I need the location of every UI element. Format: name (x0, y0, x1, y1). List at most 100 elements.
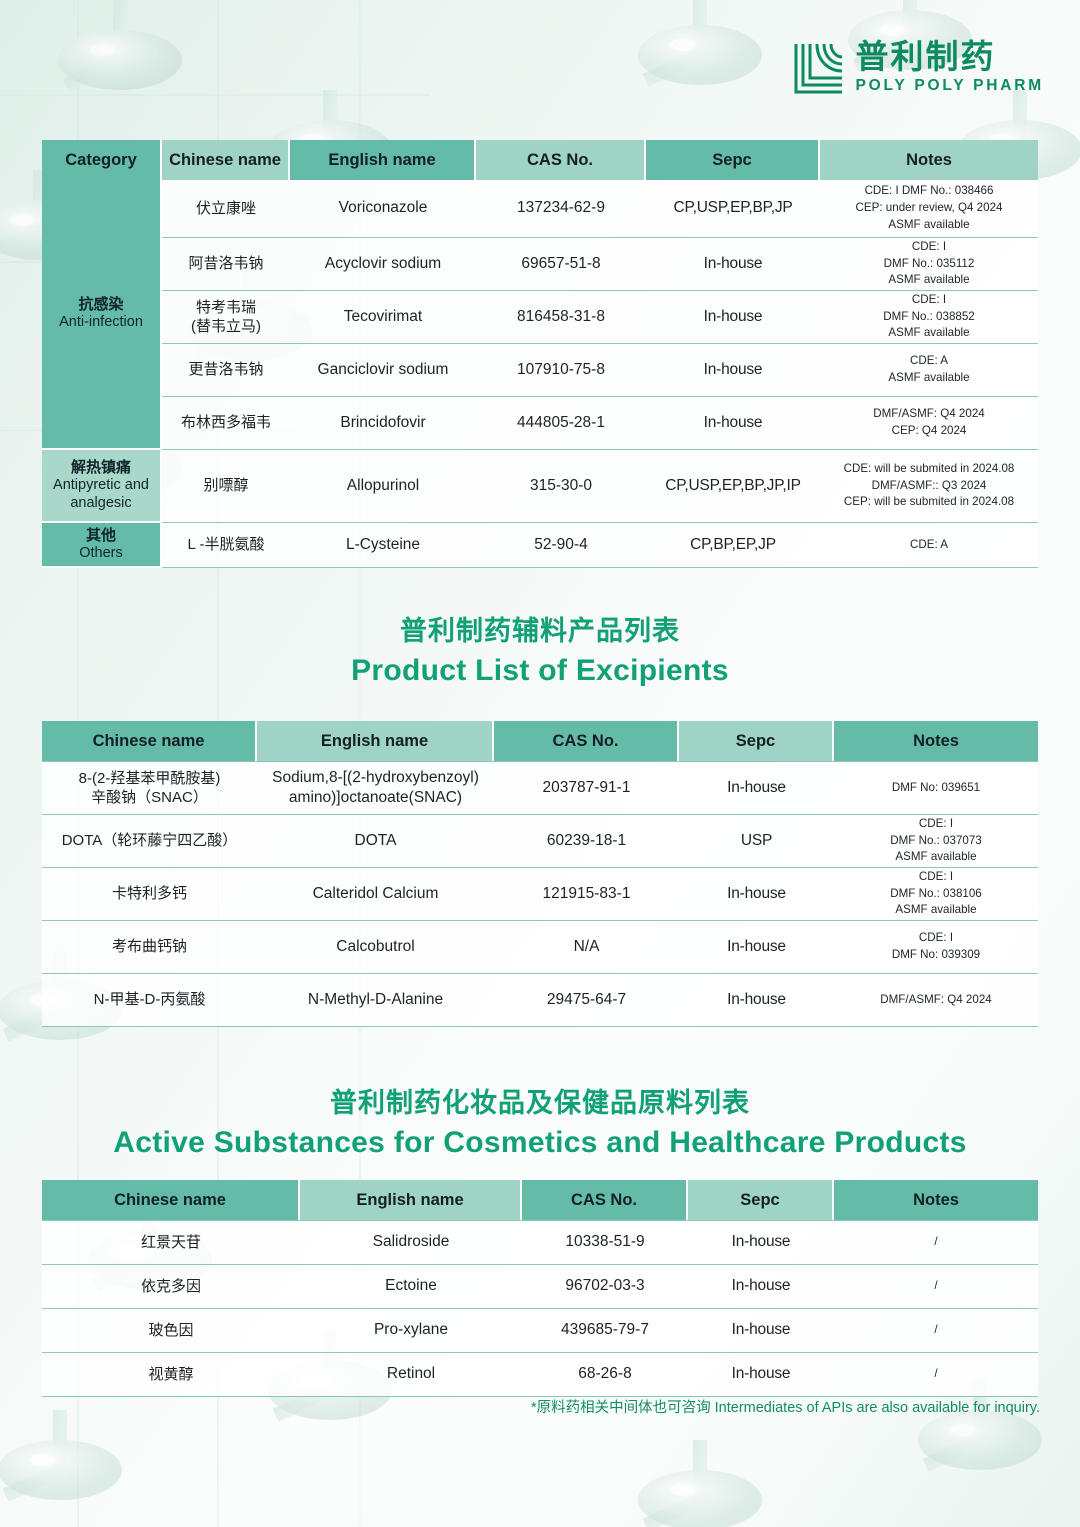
cell-notes: / (834, 1220, 1038, 1265)
cell-chinese-name: 伏立康唑 (162, 180, 290, 238)
cell-sepc: In-house (679, 761, 834, 815)
cell-english-name: Brincidofovir (290, 397, 476, 450)
cell-english-name: L-Cysteine (290, 523, 476, 568)
cosmetics-title-english: Active Substances for Cosmetics and Heal… (113, 1125, 967, 1159)
cell-cas-number: 52-90-4 (476, 523, 646, 568)
cell-english-name: Pro-xylane (300, 1309, 522, 1353)
column-header-notes: Notes (820, 140, 1038, 180)
cell-notes: / (834, 1265, 1038, 1309)
category-cell: 抗感染 Anti-infection (42, 180, 162, 450)
cosmetics-section-title: 普利制药化妆品及保健品原料列表 Active Substances for Co… (0, 1087, 1080, 1162)
cell-chinese-name: 红景天苷 (42, 1220, 300, 1265)
table-row: 抗感染 Anti-infection 伏立康唑 Voriconazole 137234-… (42, 180, 1038, 450)
cell-cas-number: 816458-31-8 (476, 291, 646, 344)
cell-cas-number: 203787-91-1 (494, 761, 679, 815)
cell-sepc: CP,USP,EP,BP,JP,IP (646, 450, 820, 523)
cell-english-name: DOTA (257, 815, 494, 868)
cell-chinese-name: 卡特利多钙 (42, 868, 257, 921)
cell-sepc: In-house (646, 344, 820, 397)
category-label-chinese: 抗感染 (78, 296, 124, 313)
excipients-section-title: 普利制药辅料产品列表 Product List of Excipients (0, 615, 1080, 690)
column-header-english-name: English name (257, 721, 494, 761)
cell-notes: CDE: will be submited in 2024.08 DMF/ASMF… (820, 450, 1038, 523)
cell-notes: DMF No: 039651 (834, 761, 1038, 815)
column-header-chinese-name: Chinese name (42, 1180, 300, 1220)
cell-notes: CDE: A ASMF available (820, 344, 1038, 397)
company-logo: 普利制药 POLY POLY PHARM (792, 40, 1044, 96)
cell-cas-number: 107910-75-8 (476, 344, 646, 397)
column-header-chinese-name: Chinese name (162, 140, 290, 180)
cell-english-name: Acyclovir sodium (290, 238, 476, 291)
cell-notes: / (834, 1309, 1038, 1353)
cell-cas-number: 444805-28-1 (476, 397, 646, 450)
category-label-chinese: 解热镇痛 (70, 458, 131, 476)
cell-sepc: In-house (646, 238, 820, 291)
cell-cas-number: 68-26-8 (522, 1353, 688, 1397)
table-row: 其他 Others L -半胱氨酸 L-Cysteine 52-90-4 CP,BP,EP… (42, 523, 1038, 568)
column-header-sepc: Sepc (646, 140, 820, 180)
cell-sepc: In-house (646, 291, 820, 344)
cell-english-name: Sodium,8-[(2-hydroxybenzoyl) amino)]octan… (257, 761, 494, 815)
cell-chinese-name: 布林西多福韦 (162, 397, 290, 450)
column-header-chinese-name: Chinese name (42, 721, 257, 761)
cell-notes: CDE: I DMF No.: 038466 CEP: under review,… (820, 180, 1038, 238)
cosmetics-title-chinese: 普利制药化妆品及保健品原料列表 (330, 1088, 750, 1119)
column-header-english-name: English name (300, 1180, 522, 1220)
cell-english-name: Salidroside (300, 1220, 522, 1265)
api-table-header-row: Category Chinese name English name CAS No. S… (42, 140, 1038, 180)
cell-chinese-name: 玻色因 (42, 1309, 300, 1353)
cell-sepc: In-house (688, 1220, 834, 1265)
cell-sepc: CP,USP,EP,BP,JP (646, 180, 820, 238)
excipients-product-table: Chinese name English name CAS No. Sepc Notes… (42, 721, 1038, 1027)
column-header-category: Category (42, 140, 162, 180)
cell-chinese-name: DOTA（轮环藤宁四乙酸） (42, 815, 257, 868)
column-header-notes: Notes (834, 1180, 1038, 1220)
cell-chinese-name: 考布曲钙钠 (42, 921, 257, 974)
cell-notes: CDE: I DMF No.: 035112 ASMF available (820, 238, 1038, 291)
cell-cas-number: 10338-51-9 (522, 1220, 688, 1265)
cell-english-name: Ganciclovir sodium (290, 344, 476, 397)
cell-notes: / (834, 1353, 1038, 1397)
category-cell: 其他 Others (42, 523, 162, 568)
cosmetics-table-header-row: Chinese name English name CAS No. Sepc Notes (42, 1180, 1038, 1220)
table-row: 卡特利多钙 Calteridol Calcium 121915-83-1 In-hou… (42, 868, 1038, 921)
category-cell: 解热镇痛 Antipyretic and analgesic (42, 450, 162, 523)
cell-cas-number: 315-30-0 (476, 450, 646, 523)
cell-sepc: In-house (679, 974, 834, 1027)
table-row: 依克多因 Ectoine 96702-03-3 In-house / (42, 1265, 1038, 1309)
category-label-english: Anti-infection (59, 314, 143, 331)
cell-chinese-name: 依克多因 (42, 1265, 300, 1309)
cell-cas-number: 121915-83-1 (494, 868, 679, 921)
category-label-english: Others (79, 544, 123, 561)
cell-notes: CDE: I DMF No.: 038852 ASMF available (820, 291, 1038, 344)
cell-cas-number: 137234-62-9 (476, 180, 646, 238)
footnote: *原料药相关中间体也可咨询 Intermediates of APIs are … (530, 1400, 1040, 1416)
cell-sepc: In-house (688, 1309, 834, 1353)
cell-cas-number: 29475-64-7 (494, 974, 679, 1027)
api-product-table: Category Chinese name English name CAS No. S… (42, 140, 1038, 568)
cell-english-name: Retinol (300, 1353, 522, 1397)
column-header-cas-no: CAS No. (522, 1180, 688, 1220)
cell-cas-number: 60239-18-1 (494, 815, 679, 868)
category-label-english: Antipyretic and analgesic (53, 476, 149, 511)
cell-english-name: Ectoine (300, 1265, 522, 1309)
cell-notes: CDE: I DMF No.: 038106 ASMF available (834, 868, 1038, 921)
cell-chinese-name: L -半胱氨酸 (162, 523, 290, 568)
cell-notes: DMF/ASMF: Q4 2024 (834, 974, 1038, 1027)
cell-chinese-name: 阿昔洛韦钠 (162, 238, 290, 291)
cell-cas-number: N/A (494, 921, 679, 974)
cell-sepc: In-house (679, 921, 834, 974)
category-label-chinese: 其他 (85, 526, 116, 544)
column-header-sepc: Sepc (679, 721, 834, 761)
cosmetics-table-body: 红景天苷 Salidroside 10338-51-9 In-house / 依克多因 Ec… (42, 1220, 1038, 1397)
table-row: 8-(2-羟基苯甲酰胺基) 辛酸钠（SNAC） Sodium,8-[(2-hydro… (42, 761, 1038, 815)
cell-sepc: In-house (679, 868, 834, 921)
column-header-cas-no: CAS No. (494, 721, 679, 761)
column-header-english-name: English name (290, 140, 476, 180)
table-row: 解热镇痛 Antipyretic and analgesic 别嘌醇 Allopuri… (42, 450, 1038, 523)
logo-english-name: POLY POLY PHARM (855, 77, 1044, 95)
cell-sepc: USP (679, 815, 834, 868)
cell-sepc: In-house (688, 1265, 834, 1309)
table-row: DOTA（轮环藤宁四乙酸） DOTA 60239-18-1 USP CDE: I DMF … (42, 815, 1038, 868)
table-row: N-甲基-D-丙氨酸 N-Methyl-D-Alanine 29475-64-7 In… (42, 974, 1038, 1027)
